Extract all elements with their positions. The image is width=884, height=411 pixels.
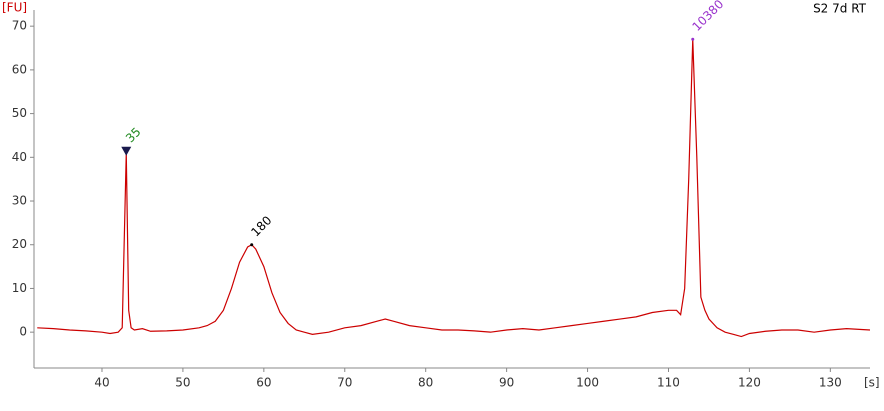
chart-title: S2 7d RT (813, 2, 867, 16)
y-tick-label: 40 (12, 150, 27, 164)
x-tick-label: 90 (499, 376, 514, 390)
y-tick-label: 50 (12, 106, 27, 120)
x-tick-label: 40 (94, 376, 109, 390)
peak-point (691, 37, 695, 41)
y-tick-label: 0 (19, 325, 27, 339)
x-axis-label: [s] (864, 376, 880, 390)
y-tick-label: 70 (12, 19, 27, 33)
y-tick-label: 60 (12, 62, 27, 76)
x-tick-label: 110 (657, 376, 680, 390)
x-tick-label: 80 (418, 376, 433, 390)
peak-marker (121, 146, 132, 156)
x-tick-label: 130 (819, 376, 842, 390)
x-tick-label: 120 (738, 376, 761, 390)
x-tick-label: 60 (256, 376, 271, 390)
y-axis-label: [FU] (2, 1, 27, 15)
x-tick-label: 50 (175, 376, 190, 390)
x-tick-label: 100 (576, 376, 599, 390)
y-tick-label: 30 (12, 194, 27, 208)
x-tick-label: 70 (337, 376, 352, 390)
peak-point (250, 243, 254, 247)
trace (37, 39, 871, 338)
y-tick-label: 10 (12, 281, 27, 295)
y-tick-label: 20 (12, 237, 27, 251)
